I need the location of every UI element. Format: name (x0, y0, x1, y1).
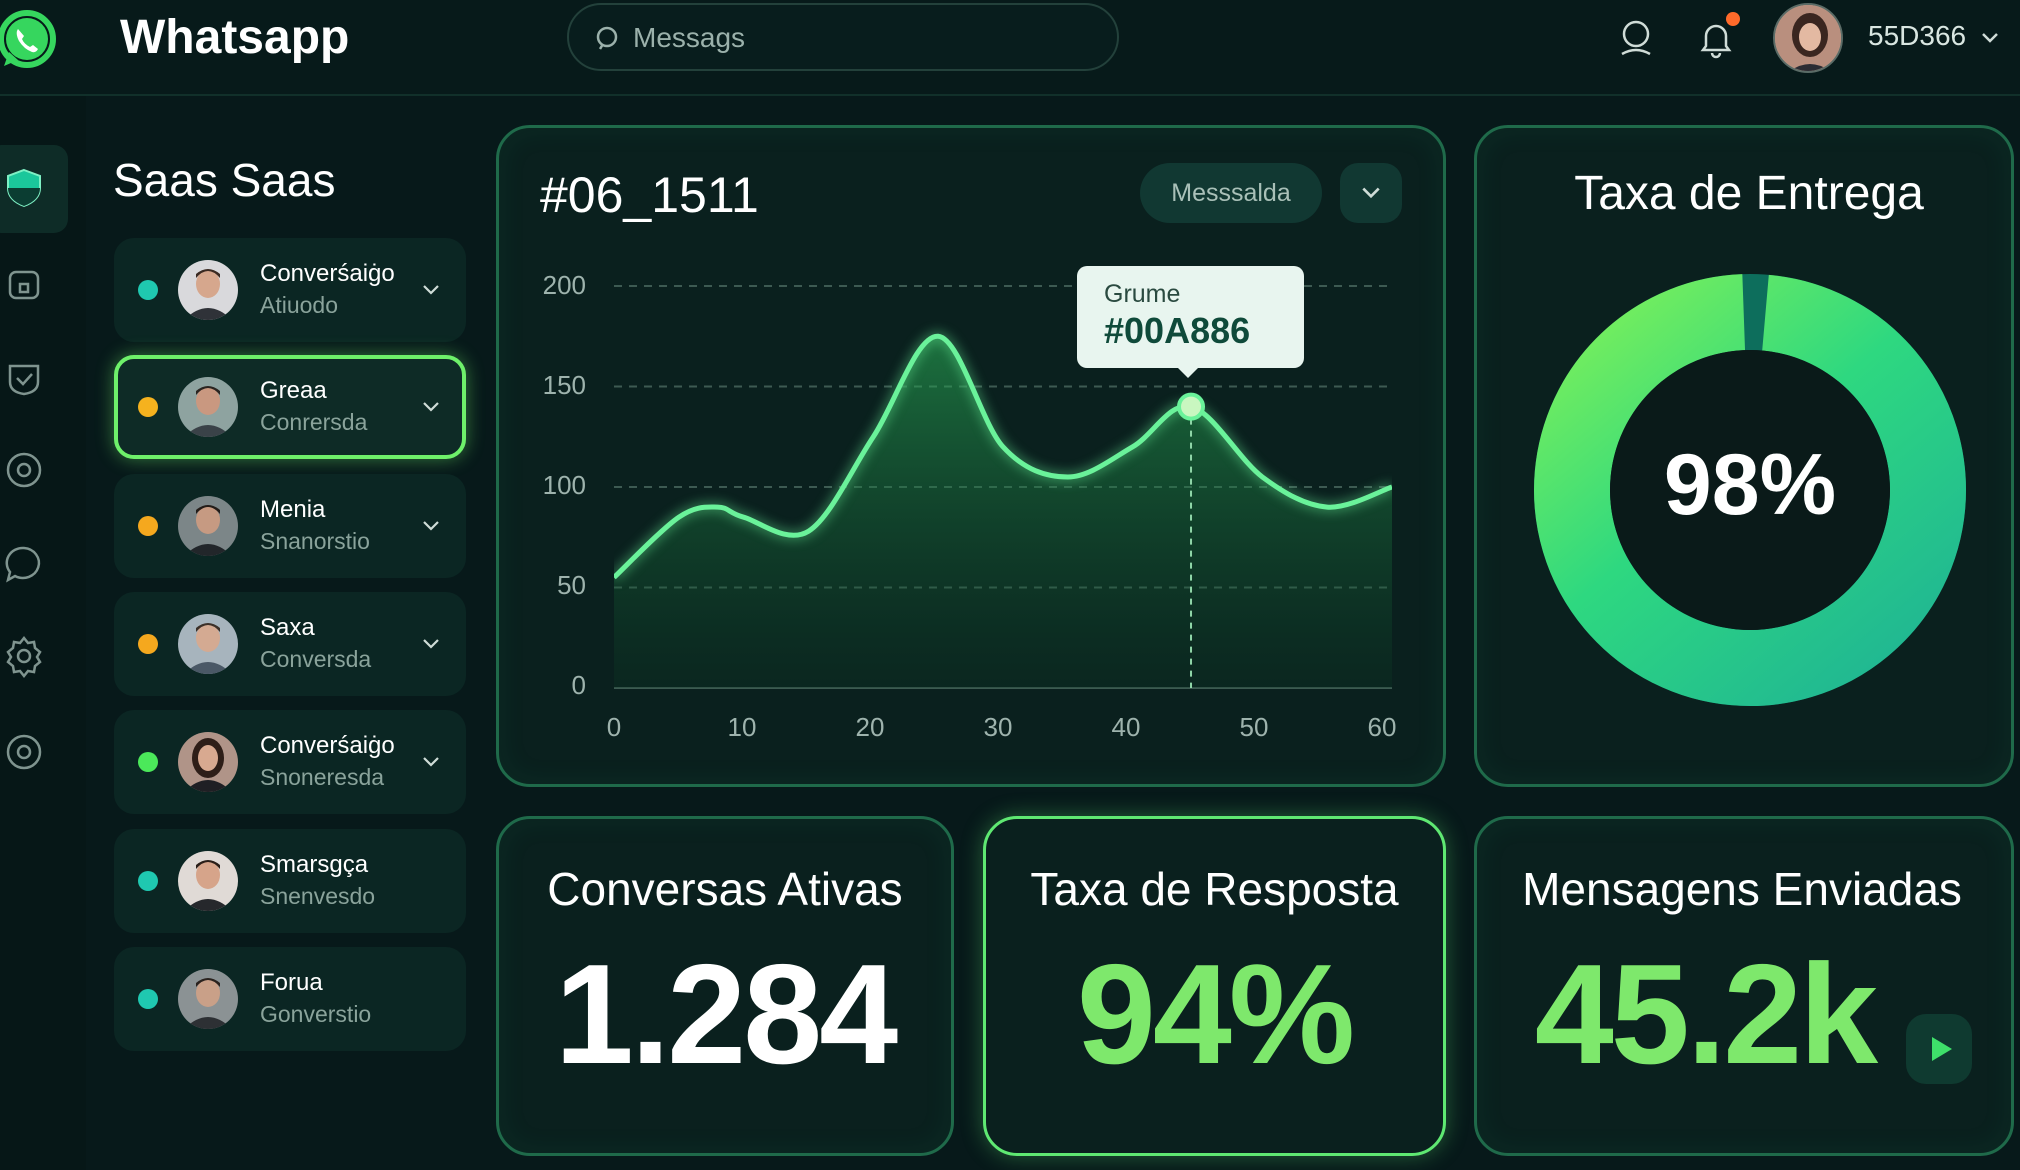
status-dot (138, 989, 158, 1009)
chevron-down-icon[interactable] (421, 280, 441, 300)
x-tick-label: 10 (727, 712, 757, 742)
user-avatar[interactable] (1773, 3, 1843, 73)
area-fill (614, 336, 1392, 688)
status-dot (138, 634, 158, 654)
contact-name: Forua (260, 969, 323, 996)
contact-name: Converśaiġo (260, 260, 395, 287)
y-tick-label: 100 (542, 470, 586, 500)
settings-circle-icon[interactable] (2, 730, 46, 774)
play-icon (1932, 1037, 1952, 1061)
highlight-point[interactable] (1177, 392, 1206, 421)
bell-icon[interactable] (1694, 16, 1738, 60)
sidebar-title: Saas Saas (113, 154, 336, 206)
search-bar[interactable] (567, 3, 1119, 71)
contact-subtitle: Atiuodo (260, 292, 339, 318)
chart-tooltip (1077, 266, 1304, 368)
status-dot (138, 280, 158, 300)
chevron-down-icon[interactable] (421, 397, 441, 417)
x-tick-label: 60 (1367, 712, 1397, 742)
x-tick-label: 40 (1111, 712, 1141, 742)
tooltip-arrow (1176, 366, 1200, 378)
response-rate-card (983, 816, 1446, 1156)
home-icon[interactable] (2, 262, 46, 306)
status-dot (138, 397, 158, 417)
x-tick-label: 20 (855, 712, 885, 742)
y-tick-label: 50 (557, 570, 586, 600)
contact-subtitle: Conversda (260, 646, 372, 672)
y-tick-label: 150 (542, 370, 586, 400)
contact-name: Greaa (260, 377, 327, 404)
avatar (178, 732, 238, 792)
donut-hole (1610, 350, 1890, 630)
series-line (614, 333, 1392, 580)
x-tick-label: 50 (1239, 712, 1269, 742)
tooltip-value: #00A886 (1104, 310, 1251, 351)
chevron-down-icon[interactable] (421, 634, 441, 654)
delivery-donut (1534, 274, 1966, 706)
target-icon[interactable] (2, 448, 46, 492)
messages-sent-value: 45.2k (1534, 935, 1878, 1094)
chevron-down-icon[interactable] (421, 752, 441, 772)
chart-filter-toggle[interactable] (1340, 163, 1402, 223)
shield-icon[interactable] (2, 166, 46, 210)
y-tick-label: 0 (571, 670, 586, 700)
contact-item[interactable]: Forua Gonverstio (114, 947, 466, 1051)
contact-item[interactable]: Saxa Conversda (114, 592, 466, 696)
gear-icon[interactable] (2, 634, 46, 678)
user-code: 55D366 (1868, 20, 1967, 51)
active-conversations-value: 1.284 (554, 935, 898, 1094)
app-title: Whatsapp (120, 11, 350, 64)
messages-sent-title: Mensagens Enviadas (1522, 863, 1962, 915)
avatar (178, 260, 238, 320)
avatar (178, 614, 238, 674)
contact-subtitle: Snanorstio (260, 528, 370, 554)
delivery-value: 98% (1663, 437, 1837, 533)
delivery-title: Taxa de Entrega (1574, 167, 1924, 220)
whatsapp-logo-icon[interactable] (0, 8, 60, 74)
avatar (178, 496, 238, 556)
inbox-icon[interactable] (2, 356, 46, 400)
chart-title: #06_1511 (540, 167, 759, 223)
contact-item-selected[interactable]: Greaa Conrersda (114, 355, 466, 459)
chat-bubble-icon[interactable] (1614, 16, 1658, 60)
avatar (178, 851, 238, 911)
response-rate-value: 94% (1076, 935, 1355, 1094)
contact-name: Saxa (260, 614, 315, 641)
play-button[interactable] (1906, 1014, 1972, 1084)
chart-filter-dropdown[interactable]: Messsalda (1140, 163, 1322, 223)
contact-subtitle: Snoneresda (260, 764, 385, 790)
x-tick-label: 30 (983, 712, 1013, 742)
status-dot (138, 871, 158, 891)
contact-name: Menia (260, 496, 326, 523)
active-conversations-card (496, 816, 954, 1156)
nav-rail (0, 96, 86, 1170)
contact-item[interactable]: Converśaiġo Snoneresda (114, 710, 466, 814)
contact-subtitle: Conrersda (260, 409, 368, 435)
chevron-down-icon[interactable] (1980, 28, 2000, 48)
contact-name: Smarsgça (260, 851, 369, 878)
active-conversations-title: Conversas Ativas (547, 863, 903, 915)
contact-item[interactable]: Menia Snanorstio (114, 474, 466, 578)
contact-item[interactable]: Converśaiġo Atiuodo (114, 238, 466, 342)
y-tick-label: 200 (542, 270, 586, 300)
notification-badge (1726, 12, 1740, 26)
contact-name: Converśaiġo (260, 732, 395, 759)
contact-subtitle: Gonverstio (260, 1001, 372, 1027)
status-dot (138, 516, 158, 536)
avatar (178, 969, 238, 1029)
search-icon (596, 26, 618, 50)
chevron-down-icon[interactable] (421, 516, 441, 536)
x-tick-label: 0 (606, 712, 622, 742)
search-input[interactable] (633, 19, 1093, 57)
contact-item[interactable]: Smarsgça Snenvesdo (114, 829, 466, 933)
tooltip-label: Grume (1104, 280, 1181, 308)
chevron-down-icon (1362, 187, 1380, 199)
messages-sent-card (1474, 816, 2014, 1156)
chat-icon[interactable] (2, 542, 46, 586)
response-rate-title: Taxa de Resposta (1030, 863, 1399, 915)
status-dot (138, 752, 158, 772)
contact-subtitle: Snenvesdo (260, 883, 376, 909)
avatar (178, 377, 238, 437)
